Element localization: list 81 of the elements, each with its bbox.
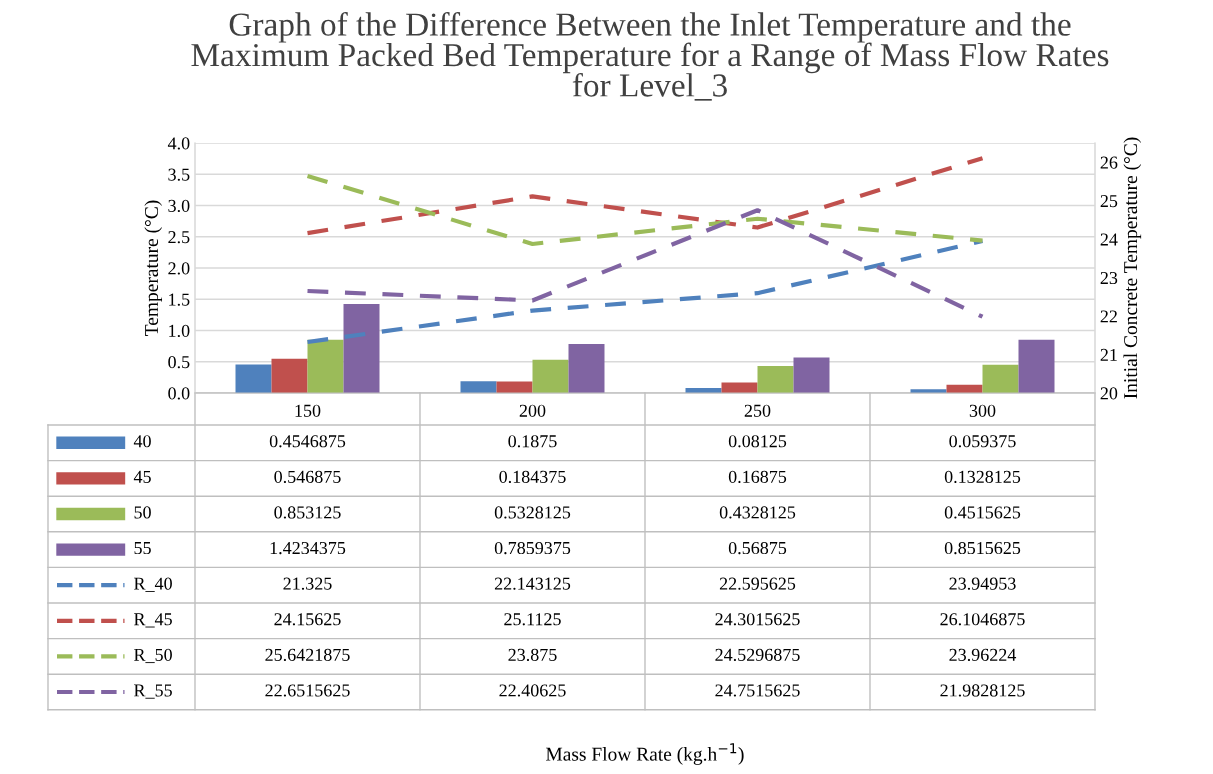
y-tick-label: 1.0 — [169, 324, 190, 338]
data-label: 0.1328125 — [944, 470, 1021, 483]
y-tick-label: 3.0 — [168, 199, 190, 213]
legend-label: 55 — [134, 542, 151, 555]
bar — [343, 304, 380, 393]
bar — [757, 365, 794, 393]
bar — [271, 358, 308, 393]
text: Mass Flow Rate (kg.h$^{−1}$) — [546, 743, 744, 765]
bar — [496, 381, 533, 393]
y2-tick-label: 26 — [1100, 156, 1118, 169]
chart-title: Graph of the Difference Between the Inlet Temperature and the Maximum Packed Bed Temperature for a Range of Mass Flow Rates for Level_3 — [191, 12, 1109, 101]
data-label: 0.059375 — [949, 435, 1016, 448]
legend-label: 50 — [134, 506, 151, 519]
x-tick-label: 300 — [969, 404, 996, 417]
x-tick-label: 200 — [519, 404, 546, 417]
line-series — [305, 208, 985, 319]
y-tick-label: 0.0 — [168, 387, 190, 400]
y2-tick-label: 22 — [1100, 310, 1117, 323]
x-tick-label: 250 — [744, 404, 771, 417]
bar — [532, 359, 569, 393]
data-label: 26.1046875 — [940, 613, 1025, 626]
y2-tick-label: 24 — [1100, 233, 1118, 246]
y-tick-label: 1.5 — [169, 293, 190, 306]
y2-tick-label: 23 — [1100, 271, 1118, 285]
x-tick-label: 150 — [295, 404, 321, 417]
data-label: 22.40625 — [499, 684, 566, 697]
data-label: 24.3015625 — [715, 613, 800, 626]
bar — [1018, 339, 1055, 393]
data-label: 22.143125 — [494, 577, 571, 590]
legend-label: 40 — [133, 435, 151, 448]
y-tick-label: 2.5 — [168, 231, 190, 244]
line-series — [305, 239, 985, 345]
y-tick-label: 3.5 — [168, 168, 190, 181]
data-label: 1.4234375 — [270, 541, 346, 555]
data-label: 21.325 — [283, 577, 332, 590]
y2-tick-label: 25 — [1100, 195, 1118, 208]
bar — [793, 357, 830, 393]
y-tick-label: 4.0 — [167, 137, 190, 150]
data-label: 24.5296875 — [715, 648, 800, 661]
data-label: 22.595625 — [719, 577, 796, 590]
data-label: 0.4515625 — [944, 506, 1021, 519]
data-label: 0.853125 — [274, 506, 341, 519]
legend-label: R_40 — [134, 577, 172, 592]
y-tick-label: 2.0 — [168, 262, 190, 275]
y2-axis-title: Initial Concrete Temperature (°C) — [1123, 137, 1142, 399]
bar — [982, 364, 1019, 393]
data-label: 24.7515625 — [715, 684, 800, 697]
bar — [460, 381, 497, 393]
line-series — [305, 156, 985, 236]
bar — [721, 382, 758, 393]
legend-label: R_55 — [134, 684, 172, 699]
data-label: 0.4328125 — [719, 506, 796, 519]
bar — [568, 343, 605, 393]
legend-label: R_50 — [134, 648, 172, 664]
data-label: 0.4546875 — [269, 435, 346, 448]
data-label: 0.7859375 — [494, 541, 571, 555]
data-label: 0.1875 — [508, 435, 557, 448]
data-label: 0.8515625 — [944, 541, 1021, 555]
data-label: 0.5328125 — [494, 506, 571, 519]
data-label: 23.96224 — [949, 648, 1017, 661]
data-label: 0.08125 — [728, 435, 787, 448]
data-label: 21.9828125 — [940, 684, 1025, 697]
data-label: 0.16875 — [728, 470, 787, 483]
data-label: 22.6515625 — [265, 684, 350, 697]
y2-tick-label: 21 — [1100, 348, 1117, 361]
y-axis-title: Temperature (°C) — [144, 200, 163, 336]
y-tick-label: 0.5 — [168, 356, 190, 369]
data-label: 24.15625 — [274, 613, 341, 626]
data-label: 0.546875 — [274, 470, 341, 483]
line-series — [305, 173, 985, 247]
data-label: 25.1125 — [504, 613, 561, 626]
y2-tick-label: 20 — [1100, 387, 1118, 400]
data-label: 25.6421875 — [265, 648, 350, 661]
data-label: 0.56875 — [728, 541, 787, 555]
data-label: 23.875 — [508, 648, 557, 661]
data-label: 0.184375 — [499, 470, 566, 483]
legend-label: 45 — [133, 470, 151, 483]
legend-label: R_45 — [134, 613, 172, 628]
bar — [235, 364, 272, 393]
bar — [307, 339, 344, 393]
data-label: 23.94953 — [949, 577, 1016, 590]
